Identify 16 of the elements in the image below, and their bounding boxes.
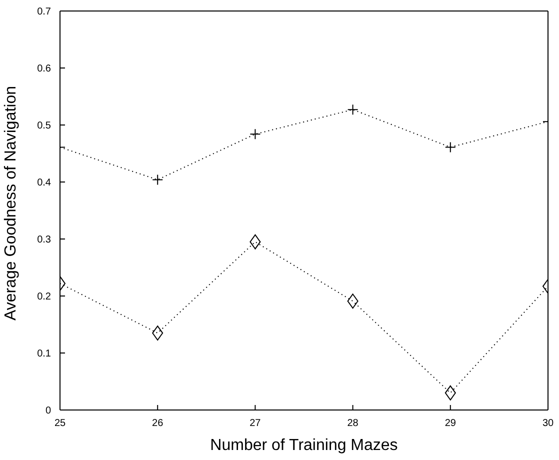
y-tick-label: 0 [45, 406, 52, 417]
x-tick-label: 28 [347, 418, 359, 430]
x-tick-label: 29 [444, 418, 456, 430]
y-tick-label: 0.3 [37, 234, 52, 246]
y-tick-label: 0.2 [37, 292, 52, 303]
y-axis-title: Average Goodness of Navigation [2, 86, 20, 320]
x-tick-label: 27 [250, 418, 262, 430]
x-tick-label: 26 [152, 418, 164, 430]
x-axis-title: Number of Training Mazes [210, 437, 398, 454]
x-tick-label: 30 [542, 418, 554, 430]
y-tick-label: 0.5 [37, 120, 52, 132]
y-tick-label: 0.7 [37, 6, 52, 18]
y-tick-label: 0.6 [37, 64, 52, 75]
y-tick-label: 0.4 [37, 178, 52, 189]
y-tick-label: 0.1 [37, 348, 52, 360]
x-tick-label: 25 [54, 418, 66, 430]
